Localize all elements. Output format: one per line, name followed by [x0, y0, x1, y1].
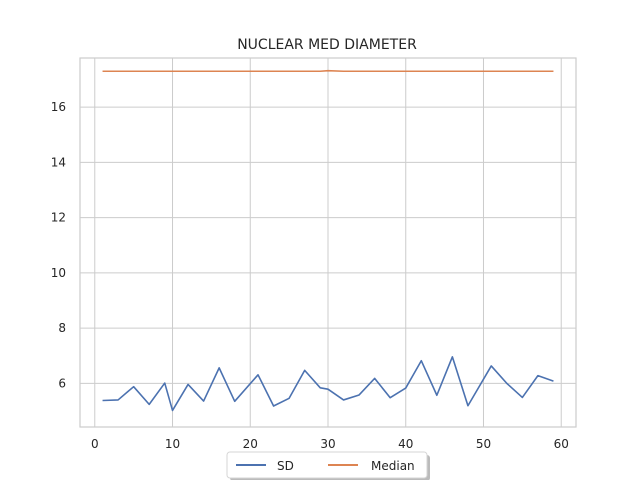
grid-lines — [80, 58, 576, 427]
y-tick-label: 6 — [58, 376, 66, 390]
series-line-sd — [102, 356, 554, 412]
legend-label-sd: SD — [277, 459, 294, 473]
y-tick-label: 8 — [58, 321, 66, 335]
x-tick-label: 30 — [320, 437, 335, 451]
legend: SD Median — [226, 451, 430, 480]
legend-box — [226, 451, 428, 479]
tick-labels: 0 10 20 30 40 50 60 6 8 10 12 14 16 — [51, 100, 569, 451]
legend-label-median: Median — [371, 459, 415, 473]
x-tick-label: 60 — [554, 437, 569, 451]
series-line-median — [102, 69, 554, 73]
chart-title: NUCLEAR MED DIAMETER — [237, 37, 417, 53]
y-tick-label: 10 — [51, 266, 66, 280]
x-tick-label: 40 — [398, 437, 413, 451]
x-tick-label: 20 — [243, 437, 258, 451]
y-tick-label: 14 — [51, 155, 66, 169]
plot-area-frame — [79, 57, 577, 428]
x-tick-label: 50 — [476, 437, 491, 451]
y-tick-label: 12 — [51, 211, 66, 225]
x-tick-label: 10 — [165, 437, 180, 451]
x-tick-label: 0 — [91, 437, 99, 451]
y-tick-label: 16 — [51, 100, 66, 114]
series-lines — [102, 69, 554, 412]
